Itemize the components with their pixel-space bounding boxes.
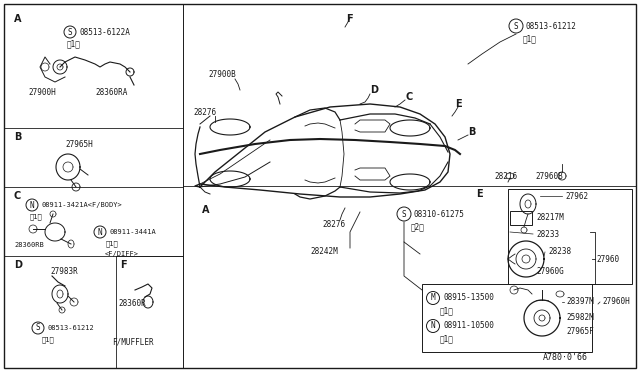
Text: 08911-3421A<F/BODY>: 08911-3421A<F/BODY> bbox=[41, 202, 122, 208]
Text: 28242M: 28242M bbox=[310, 247, 338, 257]
Text: A: A bbox=[14, 14, 22, 24]
Text: F/MUFFLER: F/MUFFLER bbox=[112, 337, 154, 346]
Text: S: S bbox=[514, 22, 518, 31]
Text: 28276: 28276 bbox=[193, 108, 216, 116]
Text: 28216: 28216 bbox=[494, 171, 517, 180]
Text: 27960: 27960 bbox=[596, 254, 619, 263]
Text: B: B bbox=[14, 132, 21, 142]
Text: 28276: 28276 bbox=[322, 219, 345, 228]
Text: 28238: 28238 bbox=[548, 247, 571, 257]
Text: 27983R: 27983R bbox=[50, 267, 77, 276]
Text: 〨1〩: 〨1〩 bbox=[523, 35, 537, 44]
Text: 28360RB: 28360RB bbox=[14, 242, 44, 248]
Text: F: F bbox=[346, 14, 353, 24]
Text: 08513-6122A: 08513-6122A bbox=[79, 28, 130, 36]
Text: 27965H: 27965H bbox=[65, 140, 93, 148]
Text: 〨1〩: 〨1〩 bbox=[67, 39, 81, 48]
Text: 〨1〩: 〨1〩 bbox=[106, 241, 118, 247]
Text: F: F bbox=[120, 260, 127, 270]
Text: 27960G: 27960G bbox=[536, 267, 564, 276]
Text: 08513-61212: 08513-61212 bbox=[47, 325, 93, 331]
Text: 〨2〩: 〨2〩 bbox=[411, 222, 425, 231]
Text: 〨1〩: 〨1〩 bbox=[440, 334, 454, 343]
Text: 28217M: 28217M bbox=[536, 212, 564, 221]
Text: 〨1〩: 〨1〩 bbox=[29, 214, 42, 220]
Text: <F/DIFF>: <F/DIFF> bbox=[105, 251, 139, 257]
Text: S: S bbox=[68, 28, 72, 36]
Text: 27900H: 27900H bbox=[28, 87, 56, 96]
Text: C: C bbox=[14, 191, 21, 201]
Text: 08911-10500: 08911-10500 bbox=[443, 321, 494, 330]
Text: 25982M: 25982M bbox=[566, 312, 594, 321]
Text: 〨1〩: 〨1〩 bbox=[440, 307, 454, 315]
Text: E: E bbox=[455, 99, 461, 109]
Text: S: S bbox=[36, 324, 40, 333]
Text: 27960H: 27960H bbox=[602, 298, 630, 307]
Text: M: M bbox=[431, 294, 435, 302]
Text: 28360R: 28360R bbox=[118, 299, 146, 308]
Text: B: B bbox=[468, 127, 476, 137]
Text: D: D bbox=[14, 260, 22, 270]
Text: 27965F: 27965F bbox=[566, 327, 594, 337]
Text: 08915-13500: 08915-13500 bbox=[443, 294, 494, 302]
Text: E: E bbox=[476, 189, 483, 199]
Text: N: N bbox=[29, 201, 35, 209]
Text: 27962: 27962 bbox=[565, 192, 588, 201]
Text: A: A bbox=[202, 205, 209, 215]
Text: 28360RA: 28360RA bbox=[95, 87, 127, 96]
Text: 08310-61275: 08310-61275 bbox=[414, 209, 465, 218]
Text: 28233: 28233 bbox=[536, 230, 559, 238]
Text: S: S bbox=[402, 209, 406, 218]
Text: 〨1〩: 〨1〩 bbox=[42, 337, 54, 343]
Text: C: C bbox=[405, 92, 412, 102]
Text: N: N bbox=[98, 228, 102, 237]
Text: D: D bbox=[370, 85, 378, 95]
Text: 27960B: 27960B bbox=[535, 171, 563, 180]
Text: A780·0'66: A780·0'66 bbox=[543, 353, 588, 362]
Text: 08513-61212: 08513-61212 bbox=[526, 22, 577, 31]
Text: 08911-3441A: 08911-3441A bbox=[109, 229, 156, 235]
Text: 28397M: 28397M bbox=[566, 298, 594, 307]
Text: N: N bbox=[431, 321, 435, 330]
Text: 27900B: 27900B bbox=[208, 70, 236, 78]
